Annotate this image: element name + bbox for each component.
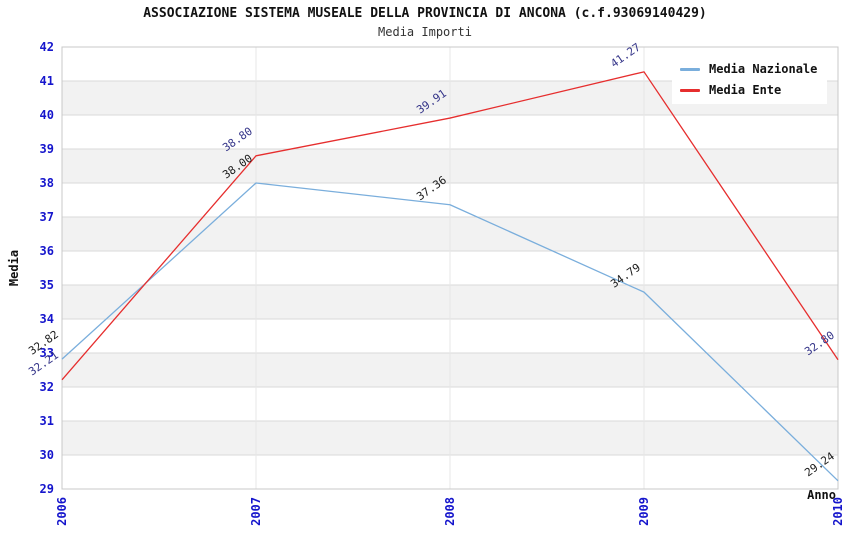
y-tick-label: 31	[40, 414, 54, 428]
x-tick-label: 2010	[831, 497, 845, 526]
y-tick-label: 39	[40, 142, 54, 156]
x-tick-label: 2007	[249, 497, 263, 526]
y-tick-label: 35	[40, 278, 54, 292]
y-tick-label: 32	[40, 380, 54, 394]
plot-border	[61, 46, 839, 490]
x-tick-label: 2008	[443, 497, 457, 526]
y-tick-label: 38	[40, 176, 54, 190]
y-tick-label: 29	[40, 482, 54, 496]
legend-swatch-media-nazionale-icon	[680, 67, 700, 71]
x-tick-label: 2009	[637, 497, 651, 526]
point-value-label: 41.27	[608, 41, 643, 71]
series-line-media-ente	[61, 71, 839, 381]
legend-item-media-ente: Media Ente	[680, 83, 817, 97]
legend-label: Media Nazionale	[709, 62, 818, 76]
y-tick-label: 41	[40, 74, 54, 88]
x-tick-label: 2006	[55, 497, 69, 526]
legend-item-media-nazionale: Media Nazionale	[680, 62, 817, 76]
legend-label: Media Ente	[709, 83, 782, 97]
chart-subtitle: Media Importi	[378, 25, 472, 39]
y-tick-label: 42	[40, 40, 54, 54]
y-tick-label: 40	[40, 108, 54, 122]
chart-title: ASSOCIAZIONE SISTEMA MUSEALE DELLA PROVI…	[143, 6, 707, 21]
y-tick-label: 30	[40, 448, 54, 462]
y-tick-label: 34	[40, 312, 54, 326]
y-axis-title: Media	[7, 249, 21, 287]
y-tick-label: 36	[40, 244, 54, 258]
x-axis-title: Anno	[807, 488, 836, 502]
legend-swatch-media-ente-icon	[680, 88, 700, 92]
y-tick-label: 33	[40, 346, 54, 360]
series-line-media-nazionale	[61, 182, 839, 482]
y-tick-label: 37	[40, 210, 54, 224]
chart-legend: Media Nazionale Media Ente	[672, 57, 828, 104]
